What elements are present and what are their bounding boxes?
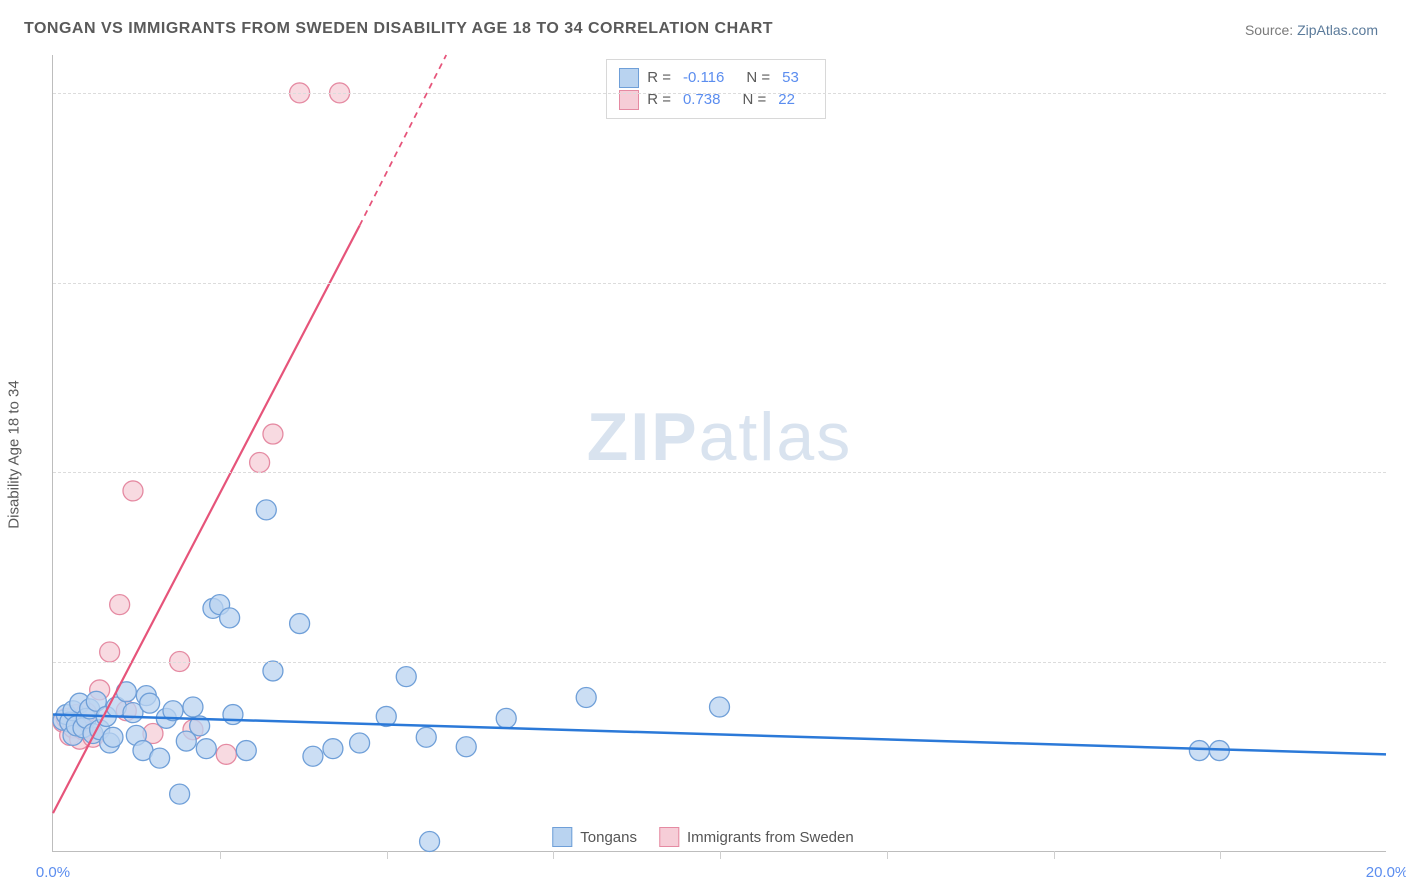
blue-point: [263, 661, 283, 681]
x-minor-tick: [220, 851, 221, 859]
blue-point: [196, 739, 216, 759]
x-minor-tick: [1054, 851, 1055, 859]
x-tick-label: 20.0%: [1366, 864, 1406, 881]
series-label: Tongans: [580, 829, 637, 846]
blue-point: [183, 697, 203, 717]
x-minor-tick: [720, 851, 721, 859]
y-axis-label: Disability Age 18 to 34: [6, 380, 23, 528]
r-label: R =: [647, 69, 671, 86]
x-minor-tick: [387, 851, 388, 859]
blue-point: [236, 741, 256, 761]
n-label: N =: [746, 69, 770, 86]
gridline-h: [53, 472, 1386, 473]
chart-title: TONGAN VS IMMIGRANTS FROM SWEDEN DISABIL…: [24, 20, 773, 38]
x-minor-tick: [1220, 851, 1221, 859]
n-value: 53: [782, 69, 799, 86]
chart-area: ZIPatlas R =-0.116N =53R =0.738N =22 10.…: [52, 55, 1386, 852]
blue-point: [350, 733, 370, 753]
blue-point: [290, 614, 310, 634]
blue-point: [323, 739, 343, 759]
blue-point: [150, 748, 170, 768]
blue-point: [223, 705, 243, 725]
gridline-h: [53, 662, 1386, 663]
pink-point: [100, 642, 120, 662]
blue-point: [416, 727, 436, 747]
blue-point: [456, 737, 476, 757]
blue-point: [140, 693, 160, 713]
r-label: R =: [647, 91, 671, 108]
blue-swatch: [552, 827, 572, 847]
gridline-h: [53, 283, 1386, 284]
series-legend: Tongans Immigrants from Sweden: [552, 827, 853, 847]
pink-point: [110, 595, 130, 615]
pink-point: [216, 744, 236, 764]
blue-point: [420, 832, 440, 852]
blue-point: [710, 697, 730, 717]
source-credit: Source: ZipAtlas.com: [1245, 22, 1378, 38]
pink-swatch: [659, 827, 679, 847]
gridline-h: [53, 93, 1386, 94]
x-tick-label: 0.0%: [36, 864, 70, 881]
legend-item-pink: Immigrants from Sweden: [659, 827, 854, 847]
pink-point: [250, 452, 270, 472]
r-value: 0.738: [683, 91, 721, 108]
blue-point: [256, 500, 276, 520]
source-label: Source:: [1245, 22, 1293, 38]
n-label: N =: [743, 91, 767, 108]
blue-point: [170, 784, 190, 804]
source-link[interactable]: ZipAtlas.com: [1297, 22, 1378, 38]
blue-point: [396, 667, 416, 687]
plot-svg: [53, 55, 1386, 851]
pink-regression-dashed: [360, 55, 447, 226]
pink-point: [123, 481, 143, 501]
blue-point: [303, 746, 323, 766]
blue-point: [576, 687, 596, 707]
x-minor-tick: [553, 851, 554, 859]
legend-item-blue: Tongans: [552, 827, 637, 847]
correlation-legend: R = -0.116 N = 53 R = 0.738 N = 22: [606, 59, 826, 119]
plot-region: ZIPatlas R =-0.116N =53R =0.738N =22 10.…: [52, 55, 1386, 852]
series-label: Immigrants from Sweden: [687, 829, 854, 846]
x-minor-tick: [887, 851, 888, 859]
blue-point: [1189, 741, 1209, 761]
blue-point: [220, 608, 240, 628]
legend-row-blue: R = -0.116 N = 53: [619, 68, 813, 88]
blue-point: [496, 708, 516, 728]
blue-point: [103, 727, 123, 747]
blue-swatch: [619, 68, 639, 88]
pink-point: [263, 424, 283, 444]
n-value: 22: [778, 91, 795, 108]
r-value: -0.116: [683, 69, 724, 86]
